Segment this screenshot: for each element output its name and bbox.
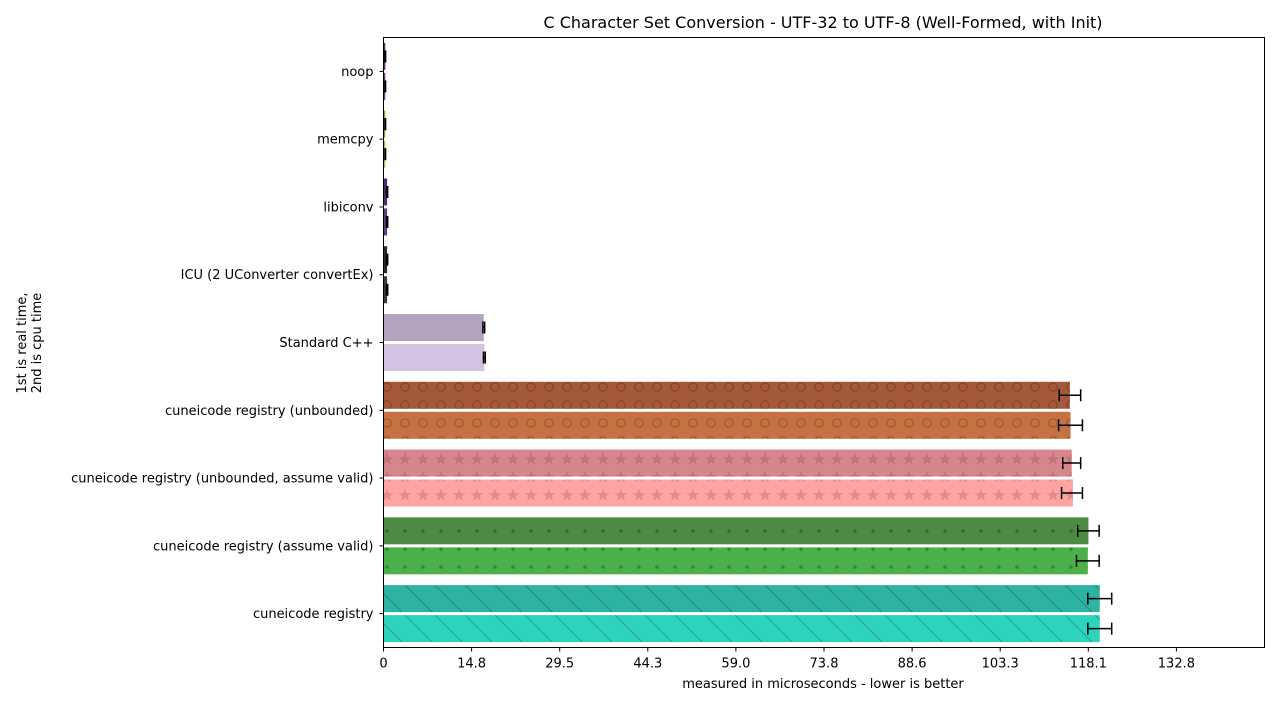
- error-bar-cpu-0: [384, 80, 387, 93]
- bar-hatch-real-8: [383, 585, 1100, 613]
- error-bar-cpu-4: [482, 351, 487, 364]
- y-axis: noop memcpy libiconv ICU (2 UConverter conv…: [71, 65, 384, 622]
- bar-cpu-3: [383, 276, 388, 304]
- bar-hatch-real-7: [383, 517, 1089, 545]
- y-tick-label: cuneicode registry (unbounded, assume va…: [71, 472, 373, 487]
- y-tick-label: noop: [341, 65, 373, 80]
- y-tick-label: cuneicode registry (unbounded): [165, 404, 374, 419]
- y-tick-label: cuneicode registry: [253, 607, 374, 622]
- error-bar-real-2: [385, 185, 389, 198]
- x-tick-label: 118.1: [1070, 657, 1107, 672]
- bar-cpu-4: [383, 344, 485, 371]
- x-tick-label: 73.8: [810, 657, 839, 672]
- y-tick-label: memcpy: [317, 133, 374, 148]
- bar-hatch-real-5: [383, 381, 1070, 409]
- bar-cpu-2: [383, 208, 388, 236]
- bars-layer: [383, 42, 1100, 643]
- bar-hatch-cpu-6: [383, 479, 1073, 507]
- error-bar-cpu-7: [1075, 554, 1100, 567]
- chart-title: C Character Set Conversion - UTF-32 to U…: [543, 13, 1102, 32]
- error-bar-real-0: [384, 50, 387, 63]
- y-tick-label: Standard C++: [279, 336, 373, 351]
- error-bar-real-3: [385, 253, 389, 266]
- error-bar-real-8: [1087, 592, 1113, 605]
- x-tick-label: 59.0: [721, 657, 750, 672]
- bar-hatch-real-6: [383, 449, 1072, 477]
- error-bars-layer: [384, 50, 1113, 635]
- x-axis: 0 14.8 29.5 44.3 59.0 73.8 88.6 103.3 118.1 132.8: [379, 647, 1195, 672]
- x-tick-label: 103.3: [982, 657, 1019, 672]
- bar-hatch-cpu-5: [383, 411, 1071, 439]
- error-bar-cpu-3: [385, 283, 389, 296]
- y-axis-label-line-1: 1st is real time,: [15, 292, 30, 393]
- y-axis-label-line-2: 2nd is cpu time: [30, 293, 45, 394]
- error-bar-real-6: [1062, 457, 1082, 470]
- error-bar-cpu-6: [1060, 487, 1084, 500]
- x-axis-label: measured in microseconds - lower is bett…: [682, 677, 964, 692]
- error-bar-cpu-2: [385, 215, 389, 228]
- x-tick-label: 88.6: [898, 657, 927, 672]
- error-bar-real-7: [1076, 524, 1100, 537]
- bar-real-4: [383, 314, 484, 341]
- y-tick-label: cuneicode registry (assume valid): [153, 539, 374, 554]
- error-bar-cpu-5: [1057, 419, 1084, 432]
- x-tick-label: 44.3: [633, 657, 662, 672]
- error-bar-real-5: [1058, 389, 1082, 402]
- error-bar-real-4: [482, 321, 486, 334]
- y-axis-label: 1st is real time, 2nd is cpu time: [15, 292, 45, 393]
- x-tick-label: 29.5: [545, 657, 574, 672]
- error-bar-cpu-8: [1087, 622, 1113, 635]
- bar-hatch-cpu-8: [383, 615, 1100, 643]
- bar-hatch-cpu-7: [383, 547, 1088, 575]
- bar-real-2: [383, 178, 388, 206]
- bar-real-3: [383, 246, 388, 274]
- error-bar-cpu-1: [384, 148, 387, 161]
- x-tick-label: 14.8: [457, 657, 486, 672]
- y-tick-label: ICU (2 UConverter convertEx): [181, 268, 374, 283]
- x-tick-label: 0: [379, 657, 387, 672]
- x-tick-label: 132.8: [1158, 657, 1195, 672]
- error-bar-real-1: [384, 118, 387, 131]
- y-tick-label: libiconv: [323, 200, 373, 215]
